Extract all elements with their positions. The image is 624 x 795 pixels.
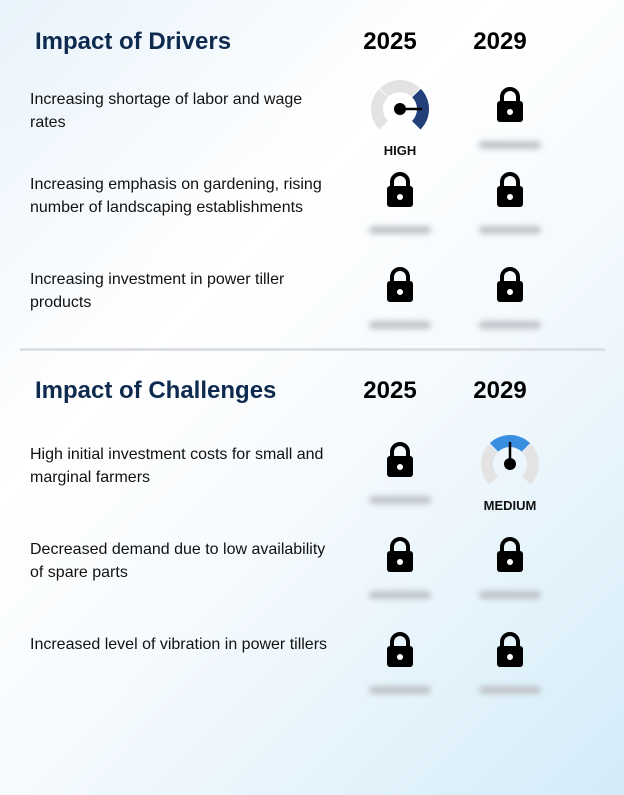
gauge-segment bbox=[480, 443, 498, 485]
gauge-segment bbox=[522, 443, 540, 485]
row-label: Decreased demand due to low availability… bbox=[30, 541, 326, 581]
lock-icon bbox=[495, 266, 525, 309]
locked-cell[interactable] bbox=[355, 266, 445, 336]
lock-icon bbox=[495, 171, 525, 214]
locked-cell[interactable] bbox=[355, 441, 445, 511]
lock-icon bbox=[495, 631, 525, 674]
row-label: Increased level of vibration in power ti… bbox=[30, 636, 328, 653]
row-label: Increasing shortage of labor and wage ra… bbox=[30, 91, 303, 131]
lock-icon bbox=[385, 171, 415, 214]
gauge-segment bbox=[379, 79, 421, 97]
blurred-value bbox=[369, 321, 431, 329]
blurred-value bbox=[479, 686, 541, 694]
lock-icon bbox=[385, 266, 415, 309]
blurred-value bbox=[479, 321, 541, 329]
blurred-value bbox=[479, 226, 541, 234]
gauge-level-label: HIGH bbox=[383, 143, 417, 158]
gauge-cell: MEDIUM bbox=[465, 433, 555, 513]
year-header: 2029 bbox=[473, 28, 527, 55]
lock-icon bbox=[495, 536, 525, 579]
blurred-value bbox=[369, 686, 431, 694]
year-header: 2029 bbox=[473, 377, 527, 404]
lock-icon bbox=[385, 536, 415, 579]
challenges-title: Impact of Challenges bbox=[35, 377, 277, 404]
gauge-icon bbox=[369, 78, 431, 141]
row-label: Increasing emphasis on gardening, rising… bbox=[30, 176, 322, 216]
locked-cell[interactable] bbox=[465, 266, 555, 336]
locked-cell[interactable] bbox=[465, 631, 555, 701]
blurred-value bbox=[479, 141, 541, 149]
lock-icon bbox=[385, 441, 415, 484]
blurred-value bbox=[369, 496, 431, 504]
gauge-segment bbox=[370, 88, 388, 130]
gauge-level-label: MEDIUM bbox=[483, 498, 537, 513]
lock-icon bbox=[495, 86, 525, 129]
blurred-value bbox=[369, 226, 431, 234]
section-divider bbox=[20, 348, 605, 351]
locked-cell[interactable] bbox=[355, 631, 445, 701]
drivers-title: Impact of Drivers bbox=[35, 28, 232, 55]
blurred-value bbox=[479, 591, 541, 599]
locked-cell[interactable] bbox=[465, 536, 555, 606]
locked-cell[interactable] bbox=[465, 86, 555, 156]
blurred-value bbox=[369, 591, 431, 599]
locked-cell[interactable] bbox=[355, 171, 445, 241]
locked-cell[interactable] bbox=[465, 171, 555, 241]
locked-cell[interactable] bbox=[355, 536, 445, 606]
row-label: High initial investment costs for small … bbox=[30, 446, 324, 486]
gauge-cell: HIGH bbox=[355, 78, 445, 158]
lock-icon bbox=[385, 631, 415, 674]
year-header: 2025 bbox=[363, 377, 417, 404]
year-header: 2025 bbox=[363, 28, 417, 55]
gauge-icon bbox=[479, 433, 541, 496]
row-label: Increasing investment in power tiller pr… bbox=[30, 271, 285, 311]
